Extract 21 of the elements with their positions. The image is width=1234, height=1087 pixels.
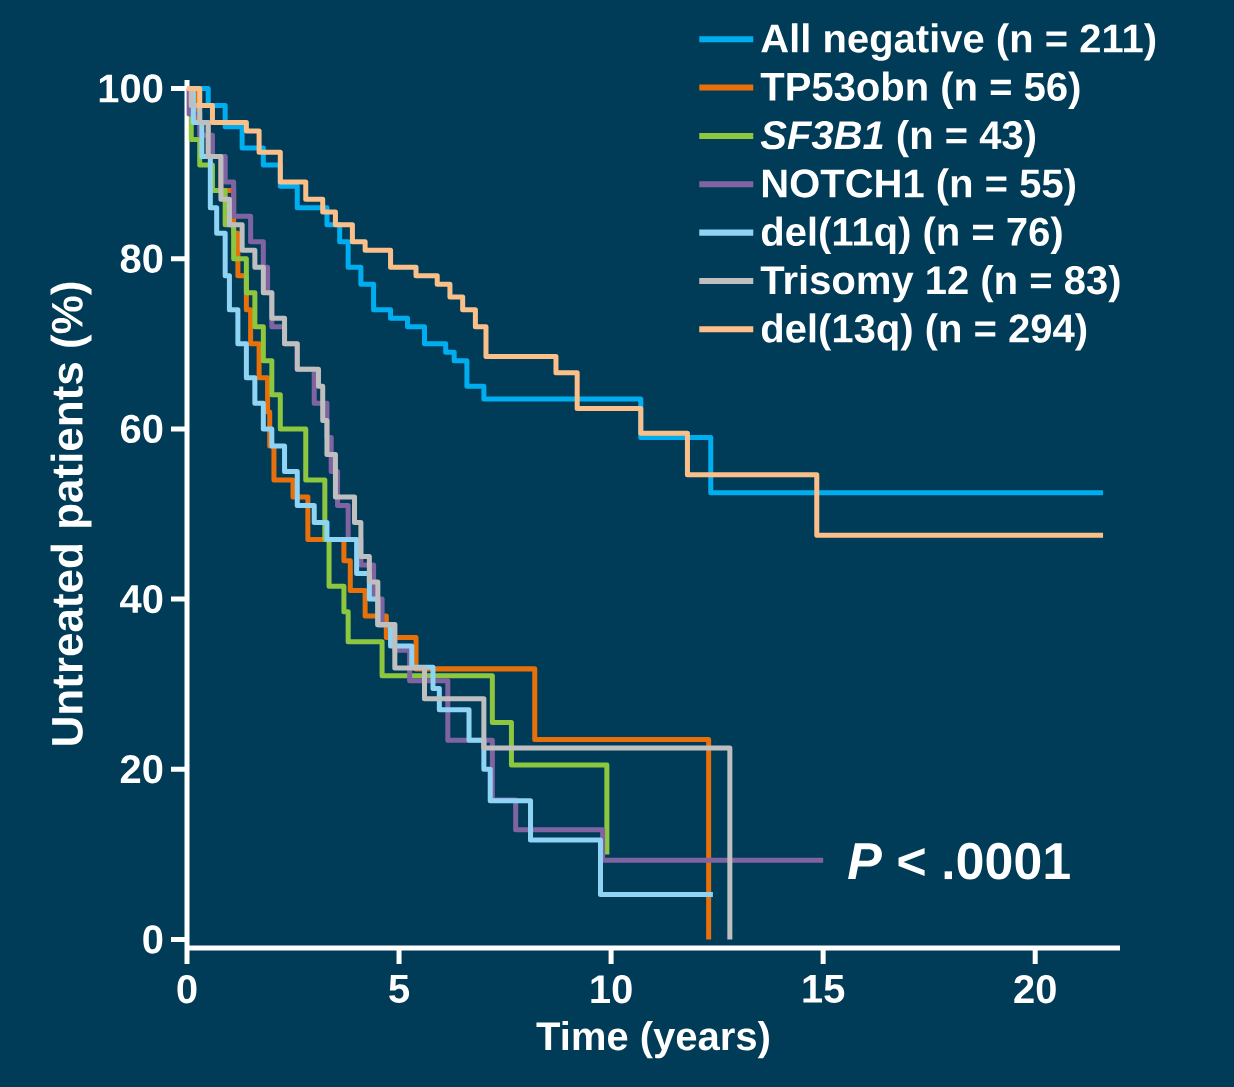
y-axis-title: Untreated patients (%) [50, 282, 92, 745]
legend-label: SF3B1 (n = 43) [760, 119, 1036, 158]
legend-label: All negative (n = 211) [761, 23, 1156, 61]
y-tick-label: 20 [120, 755, 163, 784]
x-tick-label: 10 [591, 975, 632, 1004]
y-tick-label: 80 [120, 244, 163, 273]
annotation: P < .0001 [848, 842, 1070, 880]
y-tick-label: 40 [120, 584, 163, 614]
legend-label: del(13q) (n = 294) [761, 313, 1087, 351]
legend-label: NOTCH1 (n = 55) [762, 168, 1075, 206]
legend-label: TP53obn (n = 56) [760, 71, 1080, 109]
x-tick-label: 0 [177, 975, 197, 1004]
legend-label: del(11q) (n = 76) [761, 216, 1062, 254]
legend-label: Trisomy 12 (n = 83) [760, 264, 1120, 303]
x-tick-label: 20 [1014, 975, 1056, 1004]
x-tick-label: 5 [389, 975, 410, 1003]
y-tick-label: 0 [143, 925, 163, 954]
x-tick-label: 15 [803, 975, 845, 1003]
x-axis-title: Time (years) [536, 1021, 769, 1059]
y-tick-label: 100 [99, 74, 163, 103]
y-tick-label: 60 [120, 414, 163, 444]
